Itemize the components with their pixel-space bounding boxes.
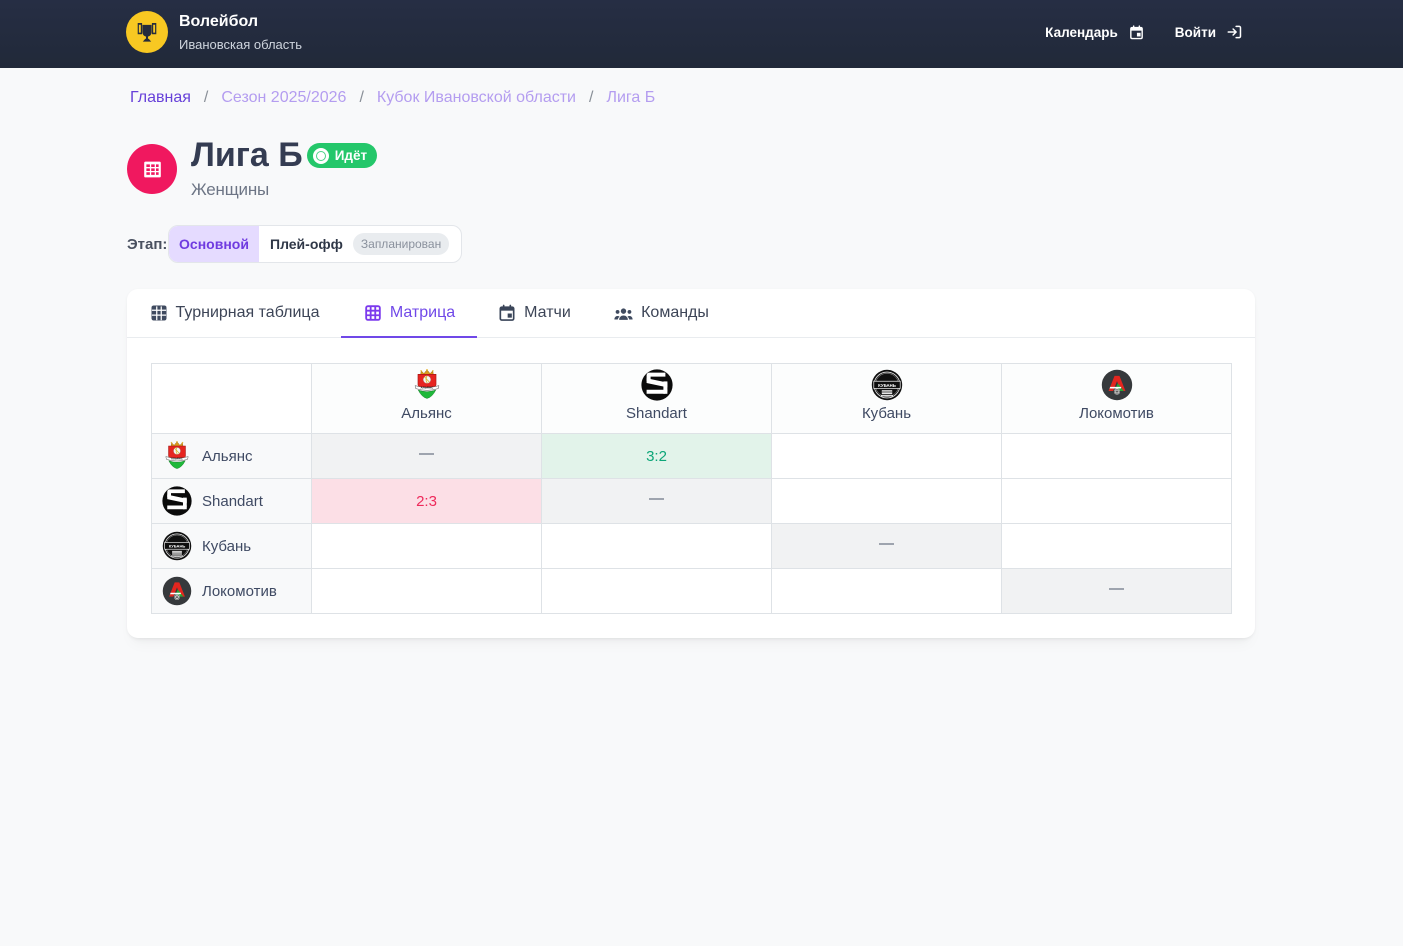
svg-text:КУБАНЬ: КУБАНЬ [878, 383, 896, 388]
svg-text:АЛЬЯНС: АЛЬЯНС [420, 386, 433, 390]
svg-text:КУБАНЬ: КУБАНЬ [169, 544, 186, 549]
svg-text:АЛЬЯНС: АЛЬЯНС [171, 457, 183, 460]
